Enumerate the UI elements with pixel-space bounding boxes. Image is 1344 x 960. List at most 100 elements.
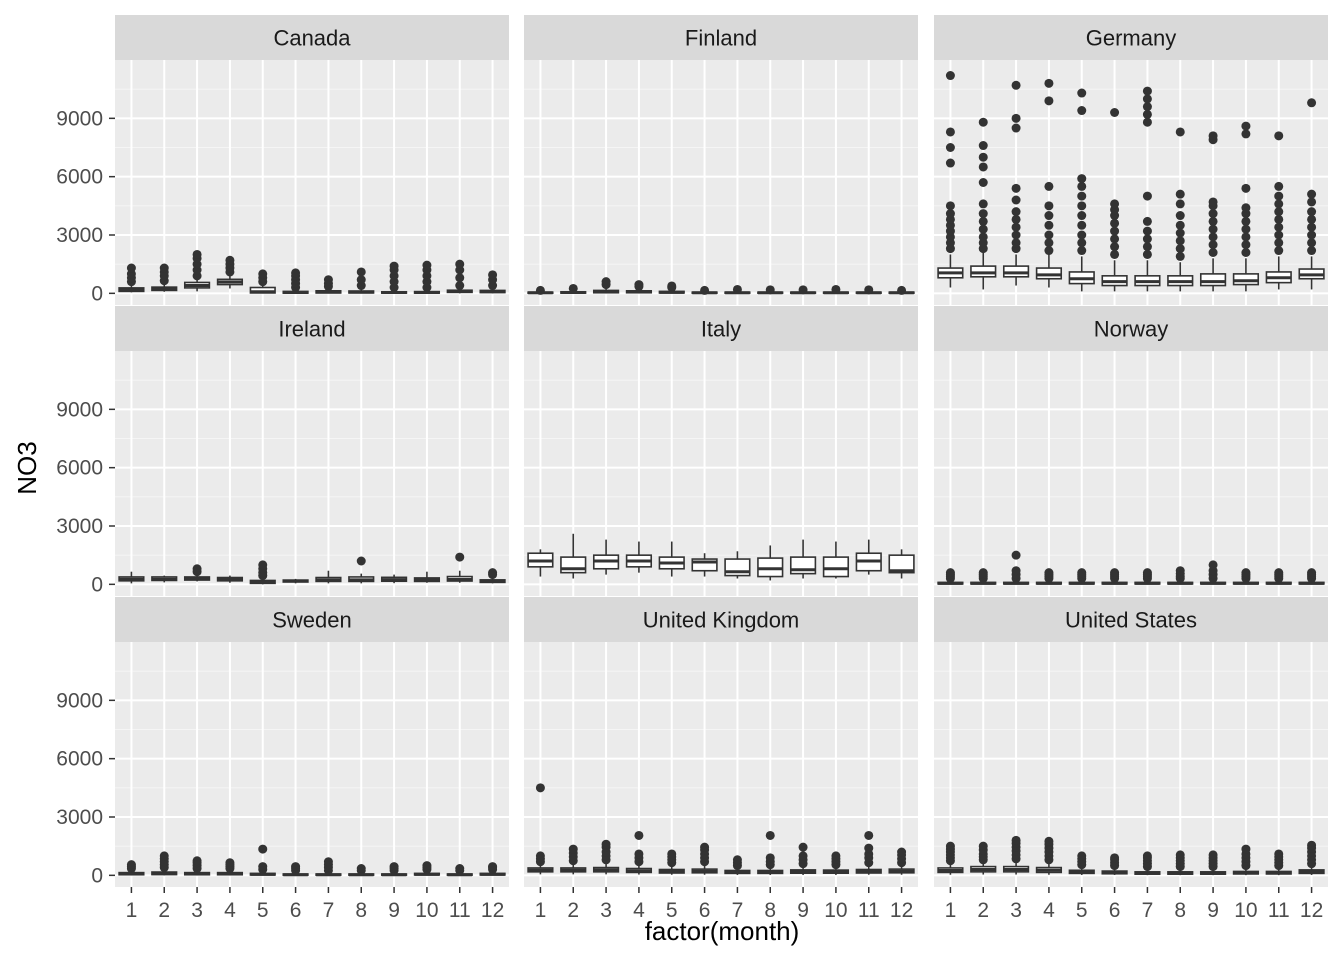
outlier-point bbox=[488, 270, 498, 280]
outlier-point bbox=[1044, 220, 1054, 230]
box-iqr bbox=[888, 554, 915, 574]
x-tick-label: 12 bbox=[481, 899, 504, 922]
facet-strip bbox=[115, 306, 509, 351]
facet-strip-label: Germany bbox=[1086, 26, 1176, 51]
boxplot-month-4 bbox=[216, 858, 244, 876]
outlier-point bbox=[634, 830, 644, 840]
outlier-point bbox=[732, 284, 742, 294]
y-tick-label: 6000 bbox=[56, 457, 103, 480]
boxplot-month-1 bbox=[527, 783, 554, 875]
boxplot-month-9 bbox=[380, 862, 408, 877]
outlier-point bbox=[667, 281, 677, 291]
boxplot-month-8 bbox=[348, 267, 375, 294]
boxplot-month-12 bbox=[888, 847, 915, 875]
outlier-point bbox=[1307, 98, 1317, 108]
y-tick-label: 3000 bbox=[56, 515, 103, 538]
outlier-point bbox=[1110, 218, 1120, 228]
facet-strip bbox=[934, 597, 1328, 642]
boxplot-month-10 bbox=[413, 571, 441, 583]
panel-background bbox=[524, 642, 918, 887]
boxplot-month-5 bbox=[658, 541, 685, 577]
boxplot-month-3 bbox=[183, 249, 211, 292]
outlier-point bbox=[1077, 201, 1087, 211]
outlier-point bbox=[1077, 220, 1087, 230]
outlier-point bbox=[1077, 191, 1087, 201]
x-tick-label: 7 bbox=[732, 899, 744, 922]
panel-background bbox=[115, 351, 509, 596]
outlier-point bbox=[1241, 232, 1251, 242]
outlier-point bbox=[258, 269, 268, 279]
outlier-point bbox=[1077, 88, 1087, 98]
boxplot-month-10 bbox=[1232, 568, 1260, 585]
outlier-point bbox=[159, 851, 169, 861]
boxplot-month-1 bbox=[937, 71, 964, 288]
boxplot-month-9 bbox=[789, 539, 817, 579]
y-tick-label: 0 bbox=[91, 282, 103, 305]
boxplot-month-8 bbox=[757, 830, 784, 875]
boxplot-month-11 bbox=[855, 285, 882, 295]
x-tick-label: 3 bbox=[1010, 899, 1022, 922]
outlier-point bbox=[1077, 851, 1087, 861]
outlier-point bbox=[126, 860, 136, 870]
panel-background bbox=[934, 642, 1328, 887]
outlier-point bbox=[1307, 840, 1317, 850]
boxplot-month-7 bbox=[1134, 851, 1161, 876]
outlier-point bbox=[1011, 214, 1021, 224]
outlier-point bbox=[700, 285, 710, 295]
outlier-point bbox=[1044, 201, 1054, 211]
x-tick-label: 6 bbox=[699, 899, 711, 922]
boxplot-month-10 bbox=[822, 284, 850, 295]
boxplot-month-12 bbox=[1298, 98, 1325, 290]
boxplot-month-7 bbox=[724, 284, 751, 295]
outlier-point bbox=[1044, 181, 1054, 191]
outlier-point bbox=[1208, 197, 1218, 207]
outlier-point bbox=[1110, 242, 1120, 252]
outlier-point bbox=[831, 851, 841, 861]
boxplot-month-4 bbox=[625, 830, 653, 875]
outlier-point bbox=[1208, 560, 1218, 570]
outlier-point bbox=[1011, 550, 1021, 560]
boxplot-month-8 bbox=[757, 285, 784, 295]
x-tick-label: 6 bbox=[1109, 899, 1121, 922]
boxplot-month-3 bbox=[592, 539, 620, 575]
outlier-point bbox=[1274, 849, 1284, 859]
facet-strip-label: Sweden bbox=[272, 608, 352, 633]
outlier-point bbox=[1175, 850, 1185, 860]
x-tick-label: 4 bbox=[633, 899, 645, 922]
y-tick-label: 3000 bbox=[56, 224, 103, 247]
outlier-point bbox=[1241, 240, 1251, 250]
boxplot-month-6 bbox=[1101, 853, 1128, 875]
outlier-point bbox=[978, 152, 988, 162]
boxplot-month-7 bbox=[315, 275, 342, 294]
outlier-point bbox=[1175, 220, 1185, 230]
outlier-point bbox=[1175, 236, 1185, 246]
outlier-point bbox=[634, 280, 644, 290]
x-tick-label: 10 bbox=[824, 899, 847, 922]
outlier-point bbox=[323, 857, 333, 867]
boxplot-month-10 bbox=[413, 861, 441, 876]
facet-panel-finland: Finland bbox=[524, 15, 918, 305]
outlier-point bbox=[1142, 234, 1152, 244]
outlier-point bbox=[1142, 851, 1152, 861]
x-axis-title: factor(month) bbox=[645, 916, 800, 946]
facet-strip-label: Ireland bbox=[278, 317, 345, 342]
outlier-point bbox=[455, 281, 465, 291]
outlier-point bbox=[1274, 199, 1284, 209]
facet-strip bbox=[524, 597, 918, 642]
outlier-point bbox=[1274, 181, 1284, 191]
boxplot-month-1 bbox=[118, 571, 145, 584]
outlier-point bbox=[700, 842, 710, 852]
outlier-point bbox=[1077, 106, 1087, 116]
facet-panel-ireland: Ireland 0 3000 6000 9000 bbox=[56, 306, 509, 596]
x-tick-label: 9 bbox=[797, 899, 809, 922]
facet-strip bbox=[524, 306, 918, 351]
x-tick-label: 1 bbox=[126, 899, 138, 922]
x-tick-label: 8 bbox=[1174, 899, 1186, 922]
facet-strip bbox=[934, 15, 1328, 60]
outlier-point bbox=[1077, 174, 1087, 184]
outlier-point bbox=[1142, 94, 1152, 104]
boxplot-month-5 bbox=[1068, 568, 1095, 585]
outlier-point bbox=[1307, 568, 1317, 578]
x-tick-label: 11 bbox=[858, 899, 880, 922]
outlier-point bbox=[225, 255, 235, 265]
